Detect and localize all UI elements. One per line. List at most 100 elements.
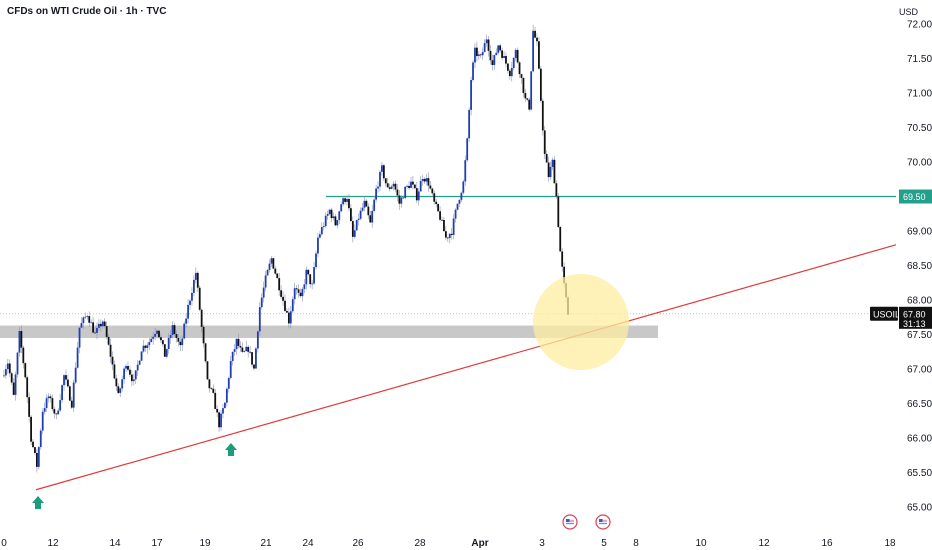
candle [255,348,257,369]
candle [338,211,341,221]
candle [35,453,38,467]
candle [518,62,521,75]
candle [34,447,36,454]
candle [241,347,244,352]
candle [280,290,283,297]
candle [146,345,149,348]
candle [386,183,389,188]
candle [479,54,482,56]
candle [72,382,75,408]
candle [276,273,279,279]
candle [78,327,81,348]
candle [256,331,259,349]
y-tick-label: 67.50 [907,330,932,341]
candle [229,361,232,378]
candle [119,388,122,393]
candle [206,361,209,380]
candle [6,363,9,370]
candle [249,351,252,353]
y-tick-label: 72.00 [907,20,932,31]
candle [136,364,139,371]
candle [417,191,420,201]
candle [51,398,54,410]
candle [39,430,42,448]
candle [117,386,120,393]
candle [342,198,345,205]
candle [435,201,438,204]
candle [187,304,189,319]
candle [28,397,31,417]
candle [311,283,314,285]
candle [355,220,358,231]
candle [293,288,296,300]
candle [253,364,255,369]
candle [398,195,401,204]
candle [336,220,339,226]
candle [526,98,529,100]
candle [129,369,131,375]
candle [346,198,348,202]
candle [82,317,85,324]
candle [287,312,290,324]
candle [268,263,271,270]
candle [243,351,246,352]
candle [528,99,531,110]
y-tick-label: 66.50 [907,399,932,410]
candle [121,379,124,389]
x-tick-label: 8 [633,538,639,549]
candle [148,342,151,346]
candle [361,207,364,211]
candle [43,408,46,412]
candle [477,54,480,57]
candle [101,321,104,327]
candle [538,41,540,69]
x-tick-label: 12 [47,538,59,549]
bar-countdown-label: 31:13 [903,319,926,329]
candle [464,160,467,182]
candle [475,47,478,57]
candle [382,165,385,179]
candle [551,159,554,167]
candle [278,278,281,291]
candle [20,330,23,348]
us-flag-event-icon[interactable] [562,514,578,530]
us-flag-event-icon[interactable] [595,514,611,530]
candle [481,52,484,56]
candle [284,300,286,311]
candle [125,366,127,369]
candle [189,300,191,305]
support-zone [0,325,658,338]
candle [520,74,523,78]
candle [18,330,21,353]
candle [47,396,50,399]
candle [557,196,560,227]
candle [507,63,509,71]
ascending-trendline[interactable] [35,244,897,491]
candle [485,39,488,44]
candle [99,323,102,327]
candle [363,200,366,208]
candle [334,216,337,226]
candle [555,183,558,197]
candle [390,186,393,189]
candle [514,49,517,59]
candle [503,56,505,58]
candle [260,297,263,308]
candle [489,50,492,61]
candle [57,410,60,415]
candle [92,322,95,333]
candle [55,413,58,415]
x-tick-label: 5 [601,538,607,549]
candle [394,183,397,190]
x-tick-label: 26 [352,538,364,549]
candle [61,385,63,401]
candle [320,227,323,235]
candle [214,392,217,409]
candle [224,402,226,409]
candle [156,330,158,334]
candle [415,188,418,201]
candle [545,153,548,163]
highlight-circle [533,274,629,370]
candle [185,318,188,324]
